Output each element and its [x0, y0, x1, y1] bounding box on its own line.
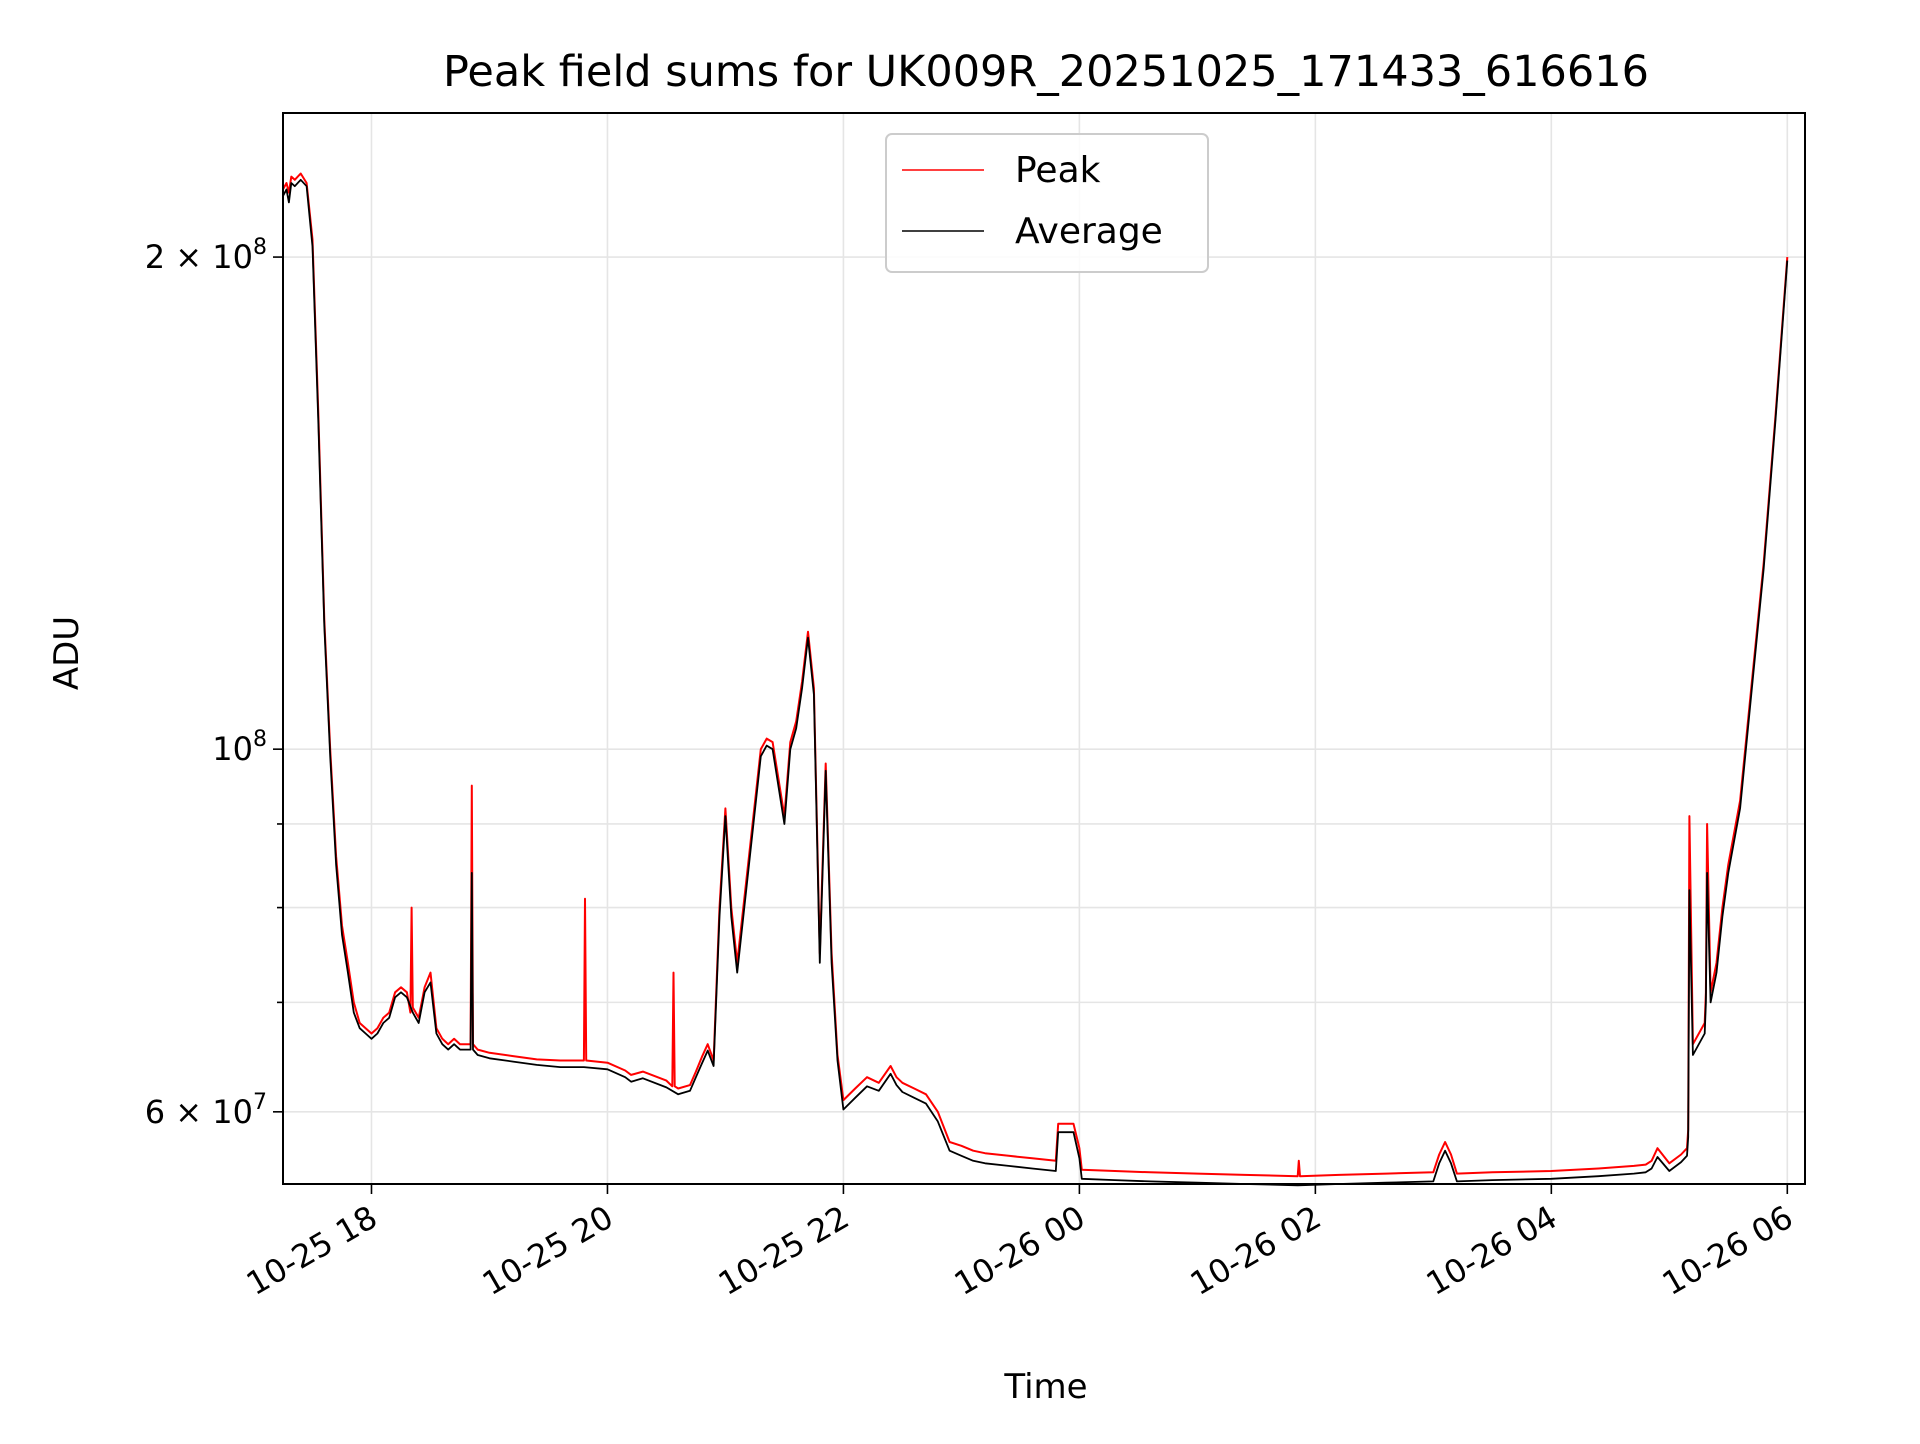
legend-label-peak: Peak: [1015, 150, 1101, 191]
y-tick-label-base: 2 × 10: [145, 238, 253, 276]
x-tick-label: 10-25 20: [476, 1198, 620, 1303]
y-tick-label-exponent: 8: [253, 727, 267, 752]
y-tick-label: 6 × 107: [145, 1090, 267, 1131]
x-tick-label: 10-25 18: [240, 1198, 384, 1303]
x-tick-label: 10-26 06: [1656, 1198, 1800, 1303]
y-tick-label-exponent: 8: [253, 235, 267, 260]
x-tick-label: 10-25 22: [712, 1198, 856, 1303]
y-tick-label: 108: [212, 727, 267, 768]
y-tick-label: 2 × 108: [145, 235, 267, 276]
y-tick-label-base: 6 × 10: [145, 1093, 253, 1131]
grid-layer: [283, 113, 1805, 1184]
y-axis-label: ADU: [47, 616, 87, 690]
plot-frame: [282, 112, 1806, 1185]
legend-label-average: Average: [1015, 211, 1163, 252]
x-tick-label: 10-26 00: [948, 1198, 1092, 1303]
legend: Peak Average: [885, 133, 1209, 273]
series-layer: [282, 172, 1789, 1187]
x-axis-label: Time: [1003, 1367, 1087, 1407]
y-tick-label-exponent: 7: [253, 1090, 267, 1115]
legend-box: [885, 133, 1209, 273]
series-line-average: [282, 178, 1789, 1187]
y-tick-label-base: 10: [212, 730, 253, 768]
chart-title: Peak field sums for UK009R_20251025_1714…: [443, 47, 1649, 97]
series-line-peak: [282, 172, 1789, 1178]
x-tick-label: 10-26 02: [1184, 1198, 1328, 1303]
x-tick-label: 10-26 04: [1420, 1198, 1564, 1303]
